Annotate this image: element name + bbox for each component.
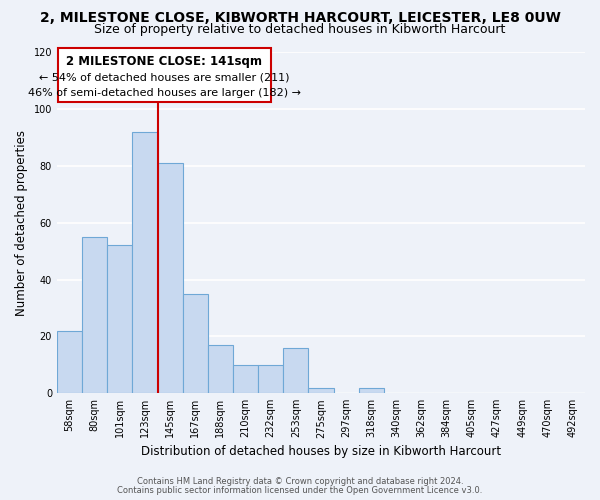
Text: 46% of semi-detached houses are larger (182) →: 46% of semi-detached houses are larger (… [28, 88, 301, 98]
Bar [208, 345, 233, 393]
Text: Contains public sector information licensed under the Open Government Licence v3: Contains public sector information licen… [118, 486, 482, 495]
Bar [308, 388, 334, 393]
Text: 2, MILESTONE CLOSE, KIBWORTH HARCOURT, LEICESTER, LE8 0UW: 2, MILESTONE CLOSE, KIBWORTH HARCOURT, L… [40, 11, 560, 25]
Bar [182, 294, 208, 393]
Bar [133, 132, 158, 393]
Bar [82, 237, 107, 393]
Text: Size of property relative to detached houses in Kibworth Harcourt: Size of property relative to detached ho… [94, 22, 506, 36]
Bar [57, 330, 82, 393]
Bar [107, 246, 133, 393]
X-axis label: Distribution of detached houses by size in Kibworth Harcourt: Distribution of detached houses by size … [141, 444, 501, 458]
Text: Contains HM Land Registry data © Crown copyright and database right 2024.: Contains HM Land Registry data © Crown c… [137, 477, 463, 486]
Bar [158, 163, 182, 393]
Bar [283, 348, 308, 393]
Bar [233, 365, 258, 393]
Text: ← 54% of detached houses are smaller (211): ← 54% of detached houses are smaller (21… [39, 72, 290, 82]
Bar [359, 388, 384, 393]
Y-axis label: Number of detached properties: Number of detached properties [15, 130, 28, 316]
FancyBboxPatch shape [58, 48, 271, 102]
Text: 2 MILESTONE CLOSE: 141sqm: 2 MILESTONE CLOSE: 141sqm [67, 55, 262, 68]
Bar [258, 365, 283, 393]
